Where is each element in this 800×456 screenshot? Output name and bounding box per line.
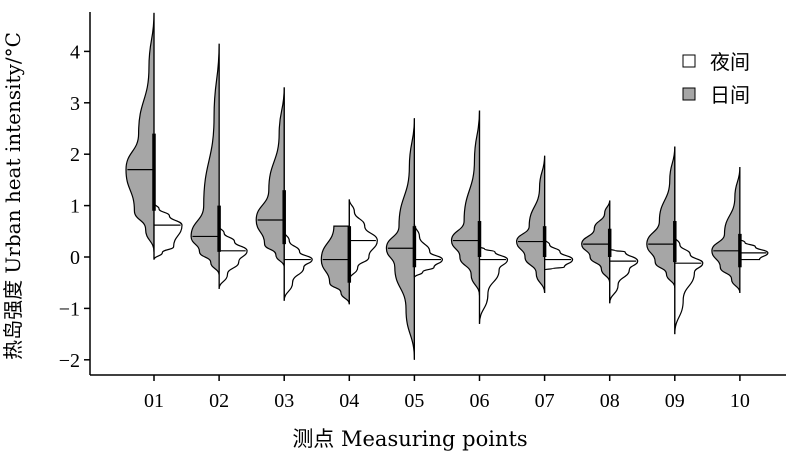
x-tick-label: 07 — [535, 390, 555, 412]
legend-swatch-day — [682, 87, 696, 101]
violin-half-day — [255, 87, 285, 268]
violin-half-night — [218, 226, 248, 289]
violin-group — [320, 199, 378, 305]
y-tick-label: 4 — [70, 41, 80, 63]
y-tick-label: −1 — [59, 298, 80, 320]
x-tick-label: 08 — [600, 390, 620, 412]
violin-half-day — [190, 43, 220, 276]
violin-half-day — [385, 118, 415, 360]
x-tick-label: 02 — [209, 390, 229, 412]
legend-swatch-night — [682, 54, 696, 68]
violin-group — [255, 87, 313, 301]
violin-half-night — [153, 202, 183, 260]
violin-group — [515, 155, 574, 294]
y-tick-label: 0 — [70, 247, 80, 269]
violin-half-night — [478, 246, 509, 324]
x-axis-title: 测点 Measuring points — [292, 427, 527, 451]
violin-half-day — [125, 12, 155, 252]
violin-half-day — [581, 200, 611, 283]
violin-group — [450, 110, 509, 324]
violin-half-night — [609, 248, 639, 304]
violin-group — [190, 43, 248, 289]
violin-group — [125, 12, 183, 260]
y-axis-ticks: −2 −1 0 1 2 3 4 — [59, 41, 90, 372]
violin-half-night — [544, 238, 574, 271]
violin-half-night — [739, 238, 769, 261]
violin-group — [711, 167, 769, 294]
y-axis-title: 热岛强度 Urban heat intensity/°C — [1, 32, 25, 360]
violin-half-day — [320, 225, 350, 305]
violins — [125, 12, 769, 360]
x-tick-label: 09 — [665, 390, 685, 412]
y-tick-label: 1 — [70, 196, 80, 218]
x-tick-label: 06 — [470, 390, 490, 412]
violin-group — [581, 200, 639, 304]
violin-half-day — [711, 167, 741, 294]
violin-half-day — [450, 110, 481, 296]
legend: 夜间 日间 — [682, 50, 750, 107]
y-tick-label: 3 — [70, 93, 80, 115]
x-tick-label: 05 — [404, 390, 424, 412]
x-tick-label: 10 — [730, 390, 750, 412]
legend-label-day: 日间 — [710, 83, 750, 107]
x-tick-label: 04 — [339, 390, 359, 412]
x-tick-label: 03 — [274, 390, 294, 412]
x-axis-ticks: 01 02 03 04 05 06 07 08 09 10 — [144, 375, 750, 412]
violin-half-night — [283, 231, 313, 301]
violin-half-night — [348, 199, 378, 281]
violin-group — [646, 146, 704, 335]
y-tick-label: −2 — [59, 350, 80, 372]
y-tick-label: 2 — [70, 144, 80, 166]
violin-half-night — [413, 223, 444, 278]
violin-half-day — [646, 146, 676, 288]
legend-label-night: 夜间 — [710, 50, 750, 74]
violin-half-night — [674, 236, 704, 335]
x-tick-label: 01 — [144, 390, 164, 412]
violin-half-day — [515, 155, 546, 294]
violin-group — [385, 118, 444, 360]
